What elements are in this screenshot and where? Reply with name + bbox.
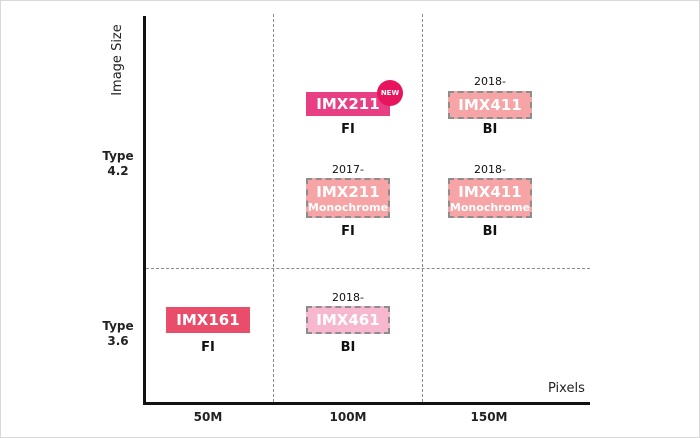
- sensor-name: IMX411: [458, 96, 522, 114]
- sensor-variant: Monochrome: [307, 200, 389, 214]
- y-tick-label-line2: 3.6: [107, 334, 129, 348]
- x-tick-100m: 100M: [329, 410, 367, 424]
- sensor-technology: FI: [341, 224, 355, 239]
- sensor-name: IMX461: [316, 311, 380, 329]
- sensor-name: IMX161: [176, 311, 240, 329]
- sensor-technology: BI: [340, 340, 356, 355]
- y-tick-type-4-2: Type 4.2: [96, 149, 140, 179]
- sensor-year: 2017-: [332, 163, 364, 176]
- x-axis-line: [143, 402, 590, 405]
- sensor-year: 2018-: [474, 75, 506, 88]
- y-tick-label-line2: 4.2: [107, 164, 129, 178]
- sensor-imx211: IMX211: [306, 92, 390, 116]
- y-tick-type-3-6: Type 3.6: [96, 319, 140, 349]
- new-badge: NEW: [377, 80, 403, 106]
- y-tick-label-line1: Type: [102, 149, 134, 163]
- sensor-year: 2018-: [332, 291, 364, 304]
- grid-line-horizontal: [146, 268, 590, 269]
- sensor-technology: BI: [482, 224, 498, 239]
- sensor-imx161: IMX161: [166, 307, 250, 333]
- x-axis-title: Pixels: [548, 381, 585, 396]
- x-tick-150m: 150M: [470, 410, 508, 424]
- sensor-technology: BI: [482, 122, 498, 137]
- sensor-name: IMX211: [316, 182, 380, 201]
- sensor-imx411: IMX411: [448, 91, 532, 119]
- x-tick-50m: 50M: [193, 410, 223, 424]
- sensor-technology: FI: [341, 122, 355, 137]
- sensor-year: 2018-: [474, 163, 506, 176]
- y-tick-label-line1: Type: [102, 319, 134, 333]
- sensor-name: IMX211: [316, 95, 380, 113]
- sensor-technology: FI: [201, 340, 215, 355]
- y-axis-title: Image Size: [110, 24, 125, 96]
- y-axis-line: [143, 16, 146, 405]
- sensor-imx461: IMX461: [306, 306, 390, 334]
- grid-line-vertical-1: [273, 14, 274, 402]
- grid-line-vertical-2: [422, 14, 423, 402]
- sensor-imx411-monochrome: IMX411 Monochrome: [448, 178, 532, 218]
- sensor-name: IMX411: [458, 182, 522, 201]
- sensor-imx211-monochrome: IMX211 Monochrome: [306, 178, 390, 218]
- sensor-variant: Monochrome: [449, 200, 531, 214]
